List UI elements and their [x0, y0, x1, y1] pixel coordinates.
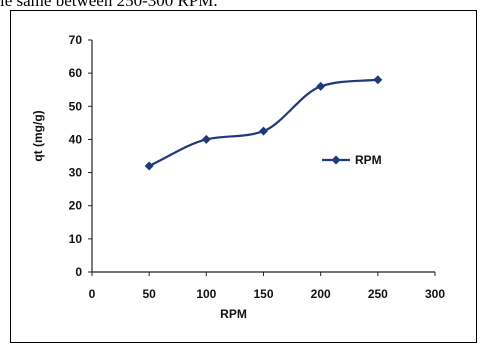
data-point-marker — [144, 161, 154, 171]
caption-text: ie same between 250-300 RPM. — [0, 0, 218, 10]
x-tick-label: 50 — [142, 287, 156, 301]
series-group — [144, 75, 383, 171]
x-tick-label: 100 — [196, 287, 216, 301]
x-tick-label: 0 — [89, 287, 96, 301]
x-axis: 0 50 100 150 200 250 300 — [89, 271, 445, 301]
y-axis: 0 10 20 30 40 50 60 70 — [69, 33, 93, 279]
x-tick-label: 200 — [311, 287, 331, 301]
y-tick-label: 40 — [69, 132, 83, 146]
data-point-marker — [201, 134, 211, 144]
legend-label: RPM — [355, 153, 382, 167]
legend-marker — [331, 155, 341, 165]
data-point-marker — [316, 81, 326, 91]
data-point-marker — [259, 126, 268, 136]
data-point-marker — [373, 75, 383, 85]
y-tick-label: 0 — [75, 265, 82, 279]
x-tick-label: 150 — [253, 287, 273, 301]
y-tick-label: 20 — [69, 199, 83, 213]
series-line-rpm — [148, 78, 378, 167]
y-tick-label: 70 — [69, 33, 83, 47]
legend: RPM — [322, 153, 382, 167]
chart-frame — [10, 10, 477, 343]
y-tick-label: 60 — [69, 66, 83, 80]
x-tick-label: 300 — [425, 287, 445, 301]
y-axis-label: qt (mg/g) — [31, 110, 45, 161]
y-tick-label: 30 — [69, 166, 83, 180]
y-tick-label: 50 — [69, 99, 83, 113]
x-tick-label: 250 — [368, 287, 388, 301]
x-axis-label: RPM — [220, 307, 247, 321]
y-tick-label: 10 — [69, 232, 83, 246]
